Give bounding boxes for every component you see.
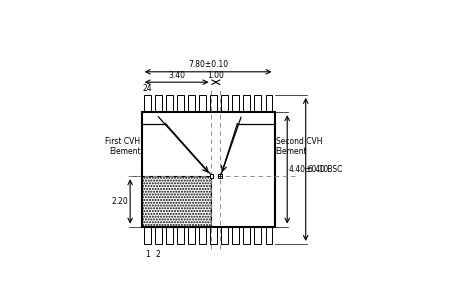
Bar [243,95,250,112]
Text: 4.40±0.10: 4.40±0.10 [289,165,329,174]
Bar [243,226,250,244]
Text: 6.40 BSC: 6.40 BSC [307,165,342,174]
Bar [142,112,274,226]
Bar [221,95,228,112]
Bar [199,95,206,112]
Bar [155,95,162,112]
Text: 2: 2 [156,250,161,259]
Text: First CVH
Element: First CVH Element [105,137,140,156]
Text: Second CVH
Element: Second CVH Element [276,137,322,156]
Bar [210,226,217,244]
Bar [144,95,151,112]
Text: 1: 1 [145,250,149,259]
Bar [210,95,217,112]
Text: 3.40: 3.40 [168,71,185,80]
Text: 1.00: 1.00 [207,71,224,80]
Bar [254,95,261,112]
Text: 2.20: 2.20 [112,197,128,206]
Bar [218,174,222,178]
Bar [188,95,195,112]
Bar [221,226,228,244]
Bar [144,226,151,244]
Bar [142,176,212,226]
Bar [266,95,272,112]
Bar [199,226,206,244]
Bar [166,226,173,244]
Bar [177,226,184,244]
Bar [177,95,184,112]
Bar [155,226,162,244]
Bar [254,226,261,244]
Bar [232,226,239,244]
Bar [232,95,239,112]
Bar [166,95,173,112]
Text: 7.80±0.10: 7.80±0.10 [188,60,228,69]
Bar [210,174,213,178]
Bar [266,226,272,244]
Text: 24: 24 [142,84,152,93]
Bar [188,226,195,244]
